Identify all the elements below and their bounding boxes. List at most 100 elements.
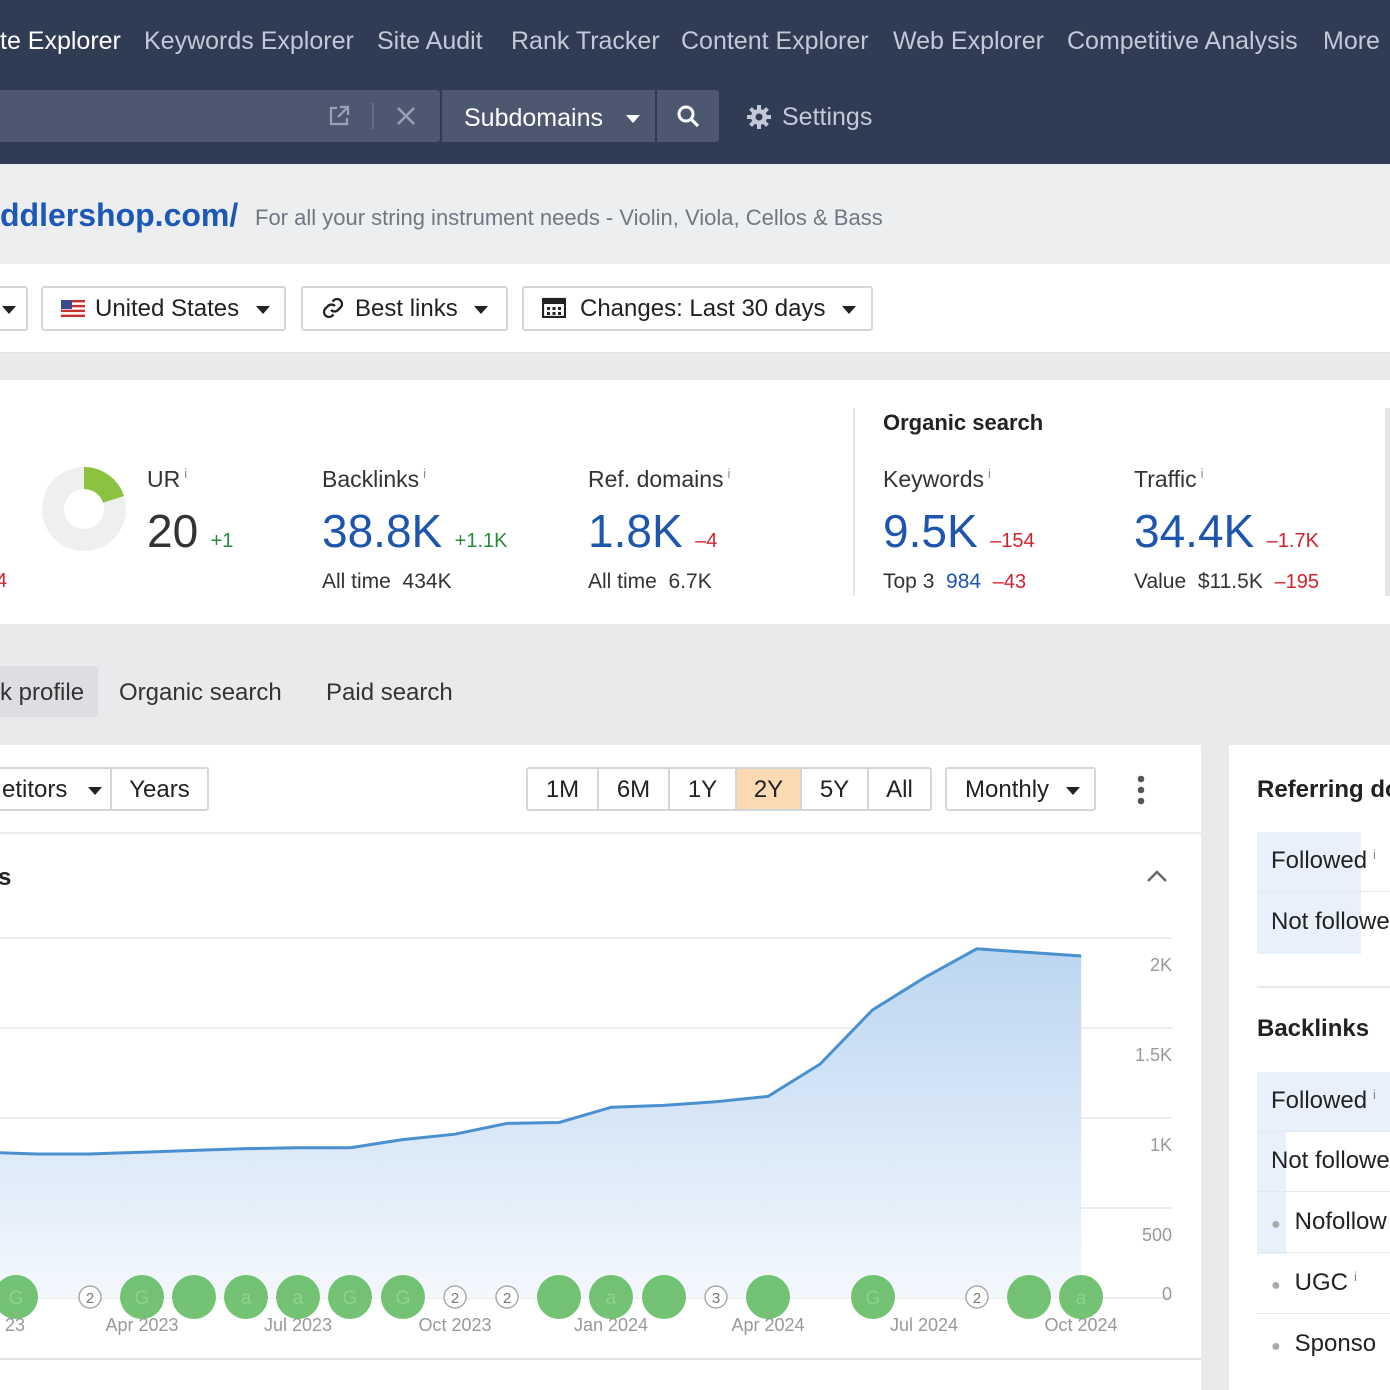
bl-not-followed-row[interactable]: Not followe	[1257, 1132, 1390, 1192]
annotation-marker-label: G	[396, 1288, 411, 1309]
keywords-top3: Top 3 984 –43	[883, 570, 1026, 594]
site-header	[0, 164, 1390, 264]
ur-label-text: UR	[147, 466, 181, 492]
chevron-down-icon	[1065, 786, 1080, 795]
nav-content-explorer[interactable]: Content Explorer	[681, 27, 869, 55]
value-delta: –195	[1274, 571, 1320, 593]
backlinks-section-title: Backlinks	[1257, 1015, 1370, 1042]
tab-organic-search[interactable]: Organic search	[119, 679, 282, 706]
mode-filter-button[interactable]	[0, 286, 28, 331]
info-icon[interactable]: i	[1200, 466, 1204, 482]
changes-filter-button[interactable]: Changes: Last 30 days	[522, 286, 873, 331]
range-1y-button[interactable]: 1Y	[668, 767, 737, 811]
chevron-down-icon	[474, 305, 489, 314]
annotation-marker	[1007, 1275, 1051, 1319]
backlinks-value[interactable]: 38.8K	[322, 505, 443, 557]
clear-icon[interactable]	[395, 105, 417, 127]
target-search-input[interactable]	[0, 90, 440, 142]
nav-site-explorer[interactable]: te Explorer	[0, 27, 121, 55]
info-icon[interactable]: i	[1354, 1269, 1357, 1284]
bl-highlight	[1257, 1072, 1390, 1132]
info-icon[interactable]: i	[1373, 847, 1376, 862]
info-icon[interactable]: i	[184, 466, 188, 482]
bl-sponsored-row[interactable]: ● Sponso	[1257, 1315, 1390, 1375]
bullet-icon: ●	[1271, 1338, 1281, 1355]
alltime-label: All time	[588, 570, 657, 593]
country-filter-button[interactable]: United States	[41, 286, 286, 331]
years-button[interactable]: Years	[112, 767, 209, 811]
divider	[1385, 408, 1390, 596]
competitors-dropdown[interactable]: etitors	[0, 767, 112, 811]
nav-keywords-explorer[interactable]: Keywords Explorer	[144, 27, 354, 55]
tab-backlink-profile[interactable]: k profile	[0, 666, 98, 717]
site-url-link[interactable]: ddlershop.com/	[0, 197, 239, 233]
traffic-value[interactable]: 34.4K	[1134, 505, 1255, 557]
y-tick-label: 500	[1142, 1225, 1172, 1245]
open-external-icon[interactable]	[327, 104, 351, 128]
left-edge-delta: 4	[0, 570, 8, 592]
backlinks-label-text: Backlinks	[322, 466, 420, 492]
settings-button[interactable]: Settings	[746, 103, 872, 132]
bl-nofollow-row[interactable]: ● Nofollow	[1257, 1193, 1390, 1253]
keywords-label: Keywords i	[883, 466, 991, 493]
info-icon[interactable]: i	[987, 466, 991, 482]
annotation-marker	[589, 1275, 633, 1319]
more-options-icon[interactable]	[1131, 774, 1151, 806]
ur-label: UR i	[147, 466, 187, 493]
nav-rank-tracker[interactable]: Rank Tracker	[511, 27, 660, 55]
info-icon[interactable]: i	[727, 466, 731, 482]
interval-dropdown[interactable]: Monthly	[945, 767, 1096, 811]
search-button[interactable]	[657, 90, 719, 142]
nav-web-explorer[interactable]: Web Explorer	[893, 27, 1044, 55]
divider	[0, 1358, 1201, 1360]
annotation-count-marker	[78, 1285, 102, 1309]
traffic-label-text: Traffic	[1134, 466, 1197, 492]
nav-competitive-analysis[interactable]: Competitive Analysis	[1067, 27, 1298, 55]
ref-not-followed-row[interactable]: Not followe	[1257, 893, 1390, 953]
top3-value[interactable]: 984	[946, 570, 982, 593]
collapse-icon[interactable]	[1145, 868, 1169, 884]
ref-domains-value-row: 1.8K –4	[588, 504, 717, 558]
range-1m-button[interactable]: 1M	[526, 767, 599, 811]
ref-followed-row[interactable]: Followed i	[1257, 832, 1390, 892]
ur-delta: +1	[210, 530, 234, 552]
keywords-value[interactable]: 9.5K	[883, 505, 978, 557]
y-tick-label: 0	[1162, 1284, 1172, 1304]
info-icon[interactable]: i	[423, 466, 427, 482]
ref-domains-alltime: All time 6.7K	[588, 570, 712, 594]
top3-label: Top 3	[883, 570, 935, 593]
bl-ugc-row[interactable]: ● UGC i	[1257, 1254, 1390, 1314]
range-all-button[interactable]: All	[867, 767, 932, 811]
backlinks-label: Backlinks i	[322, 466, 426, 493]
traffic-label: Traffic i	[1134, 466, 1204, 493]
range-2y-button[interactable]: 2Y	[735, 767, 802, 811]
bl-followed-row[interactable]: Followed i	[1257, 1072, 1390, 1132]
mode-dropdown[interactable]: Subdomains	[442, 90, 655, 142]
chart-line	[0, 947, 1082, 1156]
value-amount: $11.5K	[1197, 570, 1263, 593]
x-tick-label: Jul 2024	[890, 1315, 958, 1335]
info-icon[interactable]: i	[1373, 1087, 1376, 1102]
x-tick-label: Jan 2024	[574, 1315, 648, 1335]
row-label: Followed	[1271, 1087, 1368, 1114]
ur-ring-chart	[42, 466, 126, 551]
competitors-label: etitors	[2, 776, 68, 803]
y-tick-label: 2K	[1150, 955, 1172, 975]
annotation-marker	[746, 1275, 790, 1319]
x-tick-label: Oct 2023	[418, 1315, 491, 1335]
row-label: Sponso	[1294, 1330, 1377, 1357]
links-filter-button[interactable]: Best links	[301, 286, 508, 331]
row-label: Not followe	[1271, 908, 1390, 935]
nav-site-audit[interactable]: Site Audit	[377, 27, 483, 55]
annotation-marker-label: G	[866, 1288, 881, 1309]
annotation-count-label: 2	[86, 1290, 94, 1307]
nav-more[interactable]: More	[1323, 27, 1380, 55]
value-label: Value	[1134, 570, 1187, 593]
referring-domains-title: Referring do	[1257, 776, 1390, 803]
chevron-down-icon	[842, 305, 857, 314]
ref-domains-value[interactable]: 1.8K	[588, 505, 683, 557]
range-6m-button[interactable]: 6M	[597, 767, 670, 811]
tab-paid-search[interactable]: Paid search	[326, 679, 453, 706]
range-5y-button[interactable]: 5Y	[800, 767, 869, 811]
